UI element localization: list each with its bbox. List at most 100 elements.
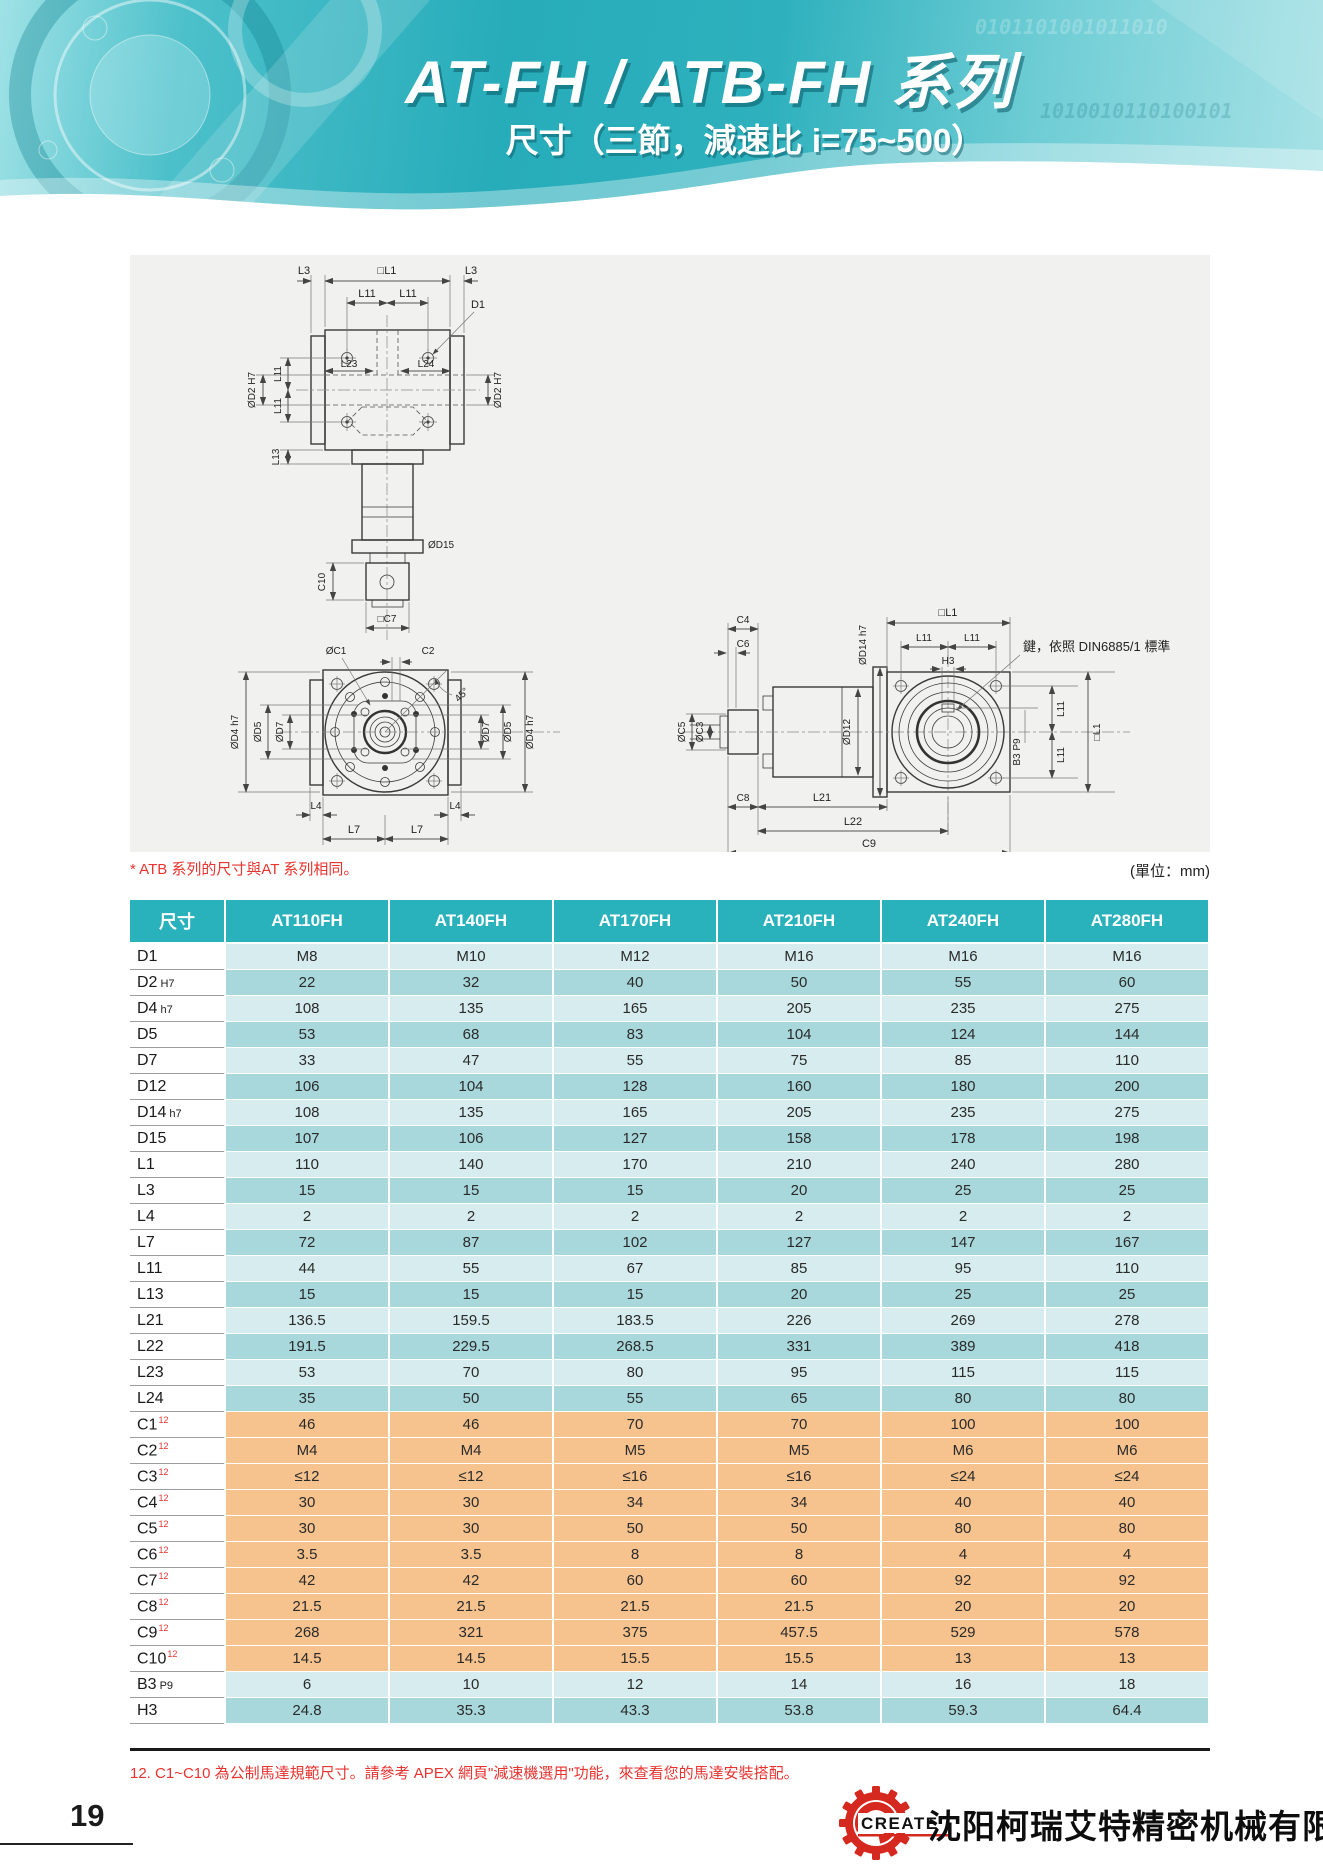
row-label: L13 — [130, 1281, 226, 1308]
dimension-value: 92 — [881, 1567, 1046, 1594]
row-label: L4 — [130, 1203, 226, 1230]
dimension-value: 529 — [881, 1619, 1046, 1646]
row-label: L24 — [130, 1385, 226, 1412]
row-label: L11 — [130, 1255, 226, 1282]
dimension-value: 15 — [225, 1281, 390, 1308]
dimension-value: 85 — [717, 1255, 882, 1282]
dimension-value: 104 — [389, 1073, 554, 1100]
dimension-value: 70 — [717, 1411, 882, 1438]
row-label: C312 — [130, 1463, 226, 1490]
dimension-value: 2 — [389, 1203, 554, 1230]
dim-label: □L1 — [378, 265, 397, 277]
dimension-value: 80 — [1045, 1515, 1210, 1542]
table-row: L23 53 70 80 95 115 115 — [130, 1359, 1210, 1386]
dim-label: C4 — [737, 615, 750, 626]
row-label: L1 — [130, 1151, 226, 1178]
dimension-value: 375 — [553, 1619, 718, 1646]
dimension-value: 15 — [225, 1177, 390, 1204]
dim-label: ØD12 — [842, 719, 853, 746]
dimension-value: 159.5 — [389, 1307, 554, 1334]
dimension-value: 321 — [389, 1619, 554, 1646]
row-label: D7 — [130, 1047, 226, 1074]
dimension-value: ≤24 — [1045, 1463, 1210, 1490]
dimension-value: 191.5 — [225, 1333, 390, 1360]
swoosh-white — [0, 161, 1323, 218]
dimension-value: M6 — [1045, 1437, 1210, 1464]
row-label: D15 — [130, 1125, 226, 1152]
dim-label: L11 — [964, 633, 980, 644]
table-row: C912 268 321 375 457.5 529 578 — [130, 1619, 1210, 1646]
table-row: L13 15 15 15 20 25 25 — [130, 1281, 1210, 1308]
table-row: L21 136.5 159.5 183.5 226 269 278 — [130, 1307, 1210, 1334]
dimension-value: 178 — [881, 1125, 1046, 1152]
key-note: 鍵，依照 DIN6885/1 標準 — [1023, 639, 1170, 654]
dim-label: L13 — [271, 448, 282, 465]
dimension-value: 30 — [225, 1489, 390, 1516]
table-row: D12 106 104 128 160 180 200 — [130, 1073, 1210, 1100]
dimension-value: 167 — [1045, 1229, 1210, 1256]
dimension-value: 15.5 — [717, 1645, 882, 1672]
front-view-drawing: 45° ØC1 C2 ØD7 ØD5 ØD4 h7 — [230, 646, 560, 845]
dimension-value: 106 — [389, 1125, 554, 1152]
machinery-art — [9, 0, 382, 218]
dimension-value: 108 — [225, 995, 390, 1022]
dimension-value: 72 — [225, 1229, 390, 1256]
dimension-value: 8 — [553, 1541, 718, 1568]
dim-label: D1 — [471, 299, 485, 311]
dimension-value: 75 — [717, 1047, 882, 1074]
dimension-value: 33 — [225, 1047, 390, 1074]
dimension-value: 53.8 — [717, 1697, 882, 1724]
table-row: L11 44 55 67 85 95 110 — [130, 1255, 1210, 1282]
row-label: C712 — [130, 1567, 226, 1594]
dimension-value: 42 — [389, 1567, 554, 1594]
dimension-value: 124 — [881, 1021, 1046, 1048]
dimension-value: 25 — [881, 1177, 1046, 1204]
dimension-value: 14.5 — [389, 1645, 554, 1672]
dimension-value: 135 — [389, 1099, 554, 1126]
column-header: AT170FH — [553, 900, 718, 944]
dim-label: ØD2 H7 — [493, 372, 504, 409]
dimension-value: 25 — [881, 1281, 1046, 1308]
row-label: D12 — [130, 1073, 226, 1100]
column-header: AT240FH — [881, 900, 1046, 944]
dimension-value: 110 — [1045, 1047, 1210, 1074]
dimension-value: 40 — [881, 1489, 1046, 1516]
dimension-value: 110 — [225, 1151, 390, 1178]
dimension-value: 32 — [389, 969, 554, 996]
dimension-value: 40 — [553, 969, 718, 996]
dimension-value: 331 — [717, 1333, 882, 1360]
dimension-value: M4 — [225, 1437, 390, 1464]
row-label: C412 — [130, 1489, 226, 1516]
dimension-value: ≤16 — [553, 1463, 718, 1490]
table-row: H3 24.8 35.3 43.3 53.8 59.3 64.4 — [130, 1697, 1210, 1724]
row-label: D2 H7 — [130, 969, 226, 996]
top-view-drawing: □L1 L3 L3 L11 L11 D1 L23 L24 — [247, 265, 504, 640]
dimension-value: 18 — [1045, 1671, 1210, 1698]
dimension-value: 55 — [881, 969, 1046, 996]
dimension-value: 42 — [225, 1567, 390, 1594]
dim-label: L23 — [341, 359, 358, 370]
dimension-value: 30 — [389, 1515, 554, 1542]
dimension-value: 106 — [225, 1073, 390, 1100]
dimension-value: 21.5 — [717, 1593, 882, 1620]
dimension-value: 144 — [1045, 1021, 1210, 1048]
dimension-value: 418 — [1045, 1333, 1210, 1360]
dimension-value: 55 — [553, 1385, 718, 1412]
page-header: 0101101001011010 1010010110100101 010110… — [0, 0, 1323, 218]
dimension-value: 80 — [881, 1385, 1046, 1412]
dim-label: C6 — [737, 639, 750, 650]
dim-label: L11 — [399, 288, 417, 300]
table-row: C212 M4 M4 M5 M5 M6 M6 — [130, 1437, 1210, 1464]
dim-label: L24 — [418, 359, 435, 370]
dimension-value: 15 — [389, 1177, 554, 1204]
dimension-value: 85 — [881, 1047, 1046, 1074]
column-header: AT110FH — [225, 900, 390, 944]
footnote: 12. C1~C10 為公制馬達規範尺寸。請參考 APEX 網頁"減速機選用"功… — [130, 1765, 799, 1782]
bolt-hole-icon — [329, 676, 442, 789]
dimension-value: 100 — [881, 1411, 1046, 1438]
company-name: 沈阳柯瑞艾特精密机械有限公司 — [928, 1808, 1323, 1845]
dim-label: L21 — [813, 792, 831, 804]
dimension-value: ≤12 — [225, 1463, 390, 1490]
dimension-value: 127 — [717, 1229, 882, 1256]
dim-label: ØC5 — [677, 721, 688, 742]
